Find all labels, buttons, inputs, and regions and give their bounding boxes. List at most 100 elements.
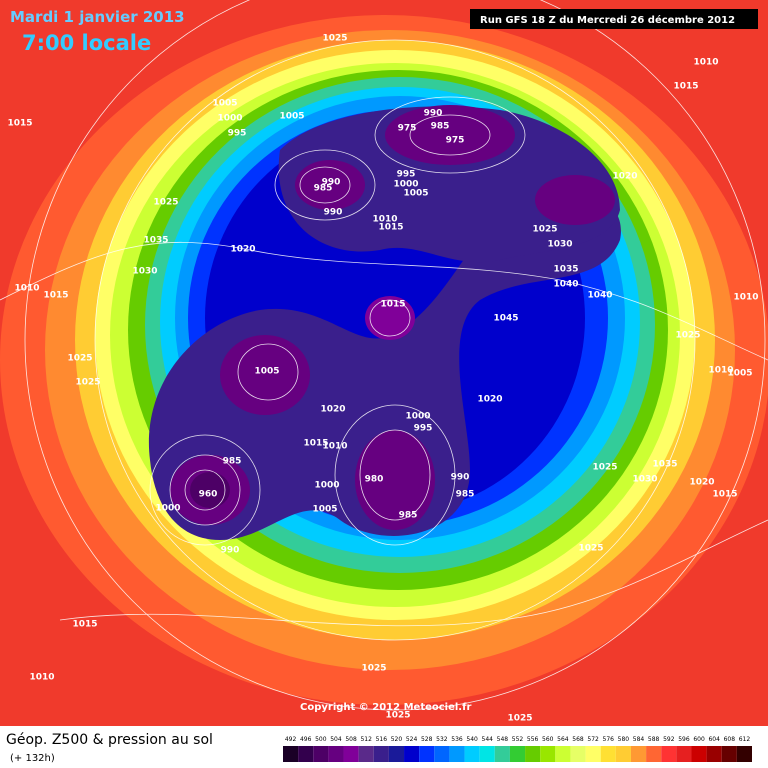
isobar-label: 1040 [553,280,578,290]
scale-label: 528 [421,736,433,743]
isobar-label: 985 [431,122,450,132]
footer-lead: (+ 132h) [10,753,55,764]
scale-swatch [555,746,571,762]
isobar-label: 1015 [712,490,737,500]
isobar-label: 1015 [7,119,32,129]
scale-swatch [388,746,405,762]
isobar-label: 990 [322,178,341,188]
scale-label: 580 [618,736,630,743]
scale-label: 564 [557,736,569,743]
scale-label: 496 [300,736,312,743]
scale-swatch [615,746,631,762]
isobar-label: 1005 [312,505,337,515]
isobar-label: 990 [221,546,240,556]
scale-swatch [706,746,722,762]
run-box [470,9,758,29]
scale-label: 600 [693,736,705,743]
isobar-label: 980 [365,475,384,485]
isobar-labels: 1025 1010 1015 1015 1005 1000 995 1005 990 975 985… [7,34,758,724]
isobar-label: 1040 [587,291,612,301]
isobar-label: 1015 [673,82,698,92]
isobar-label: 990 [324,208,343,218]
isobar-label: 1000 [217,114,242,124]
isobar-label: 1010 [29,673,54,683]
isobar-label: 1020 [689,478,714,488]
scale-swatch [373,746,389,762]
isobar-label: 960 [199,490,218,500]
copyright: Copyright © 2012 Meteociel.fr [300,702,471,713]
isobar-label: 1005 [254,367,279,377]
isobar-label: 985 [314,184,333,194]
isobar-label: 1015 [72,620,97,630]
scale-label: 548 [497,736,509,743]
scale-swatch [509,746,526,762]
scale-label: 520 [391,736,403,743]
isobar-label: 1025 [385,711,410,721]
isobar-label: 995 [414,424,433,434]
isobar-label: 1015 [303,439,328,449]
isobar-label: 995 [228,129,247,139]
isobar-label: 1000 [155,504,180,514]
isobar-label: 1015 [43,291,68,301]
scale-label: 596 [678,736,690,743]
isobar-label: 975 [446,136,465,146]
scale-label: 500 [315,736,327,743]
scale-label: 588 [648,736,660,743]
isobar-label: 1025 [361,664,386,674]
scale-label: 516 [376,736,388,743]
isobar-label: 1020 [612,172,637,182]
isobar-label: 1015 [380,300,405,310]
scale-swatch [343,746,359,762]
isobar-label: 1005 [279,112,304,122]
scale-label: 604 [708,736,720,743]
isobar-label: 1030 [132,267,157,277]
isobar-label: 1025 [153,198,178,208]
scale-swatch [661,746,677,762]
isobar-label: 1035 [143,236,168,246]
scale-label: 552 [512,736,524,743]
scale-label: 612 [739,736,751,743]
isobar-label: 1025 [578,544,603,554]
scale-swatch [313,746,329,762]
isobar-label: 975 [398,124,417,134]
scale-swatch [646,746,662,762]
scale-label: 568 [572,736,584,743]
isobar-label: 1005 [727,369,752,379]
scale-label: 524 [406,736,418,743]
isobar-label: 1015 [378,223,403,233]
isobar-label: 1030 [632,475,657,485]
scale-swatch [630,746,647,762]
scale-swatch [434,746,450,762]
scale-label: 532 [436,736,448,743]
isobar-label: 1045 [493,314,518,324]
scale-swatch [328,746,344,762]
isobar-label: 1025 [322,34,347,44]
isobar-label: 1020 [230,245,255,255]
scale-label: 508 [345,736,357,743]
isobar-label: 1010 [14,284,39,294]
scale-swatch [600,746,616,762]
isobar-label: 985 [223,457,242,467]
scale-label: 540 [466,736,478,743]
scale-swatch [283,746,299,762]
scale-label: 544 [482,736,494,743]
scale-label: 512 [360,736,372,743]
isobar-label: 1025 [507,714,532,724]
isobar-label: 1035 [652,460,677,470]
scale-label: 536 [451,736,463,743]
scale-swatch [540,746,556,762]
scale-swatch [449,746,465,762]
scale-swatch [736,746,752,762]
scale-swatch [479,746,495,762]
scale-label: 560 [542,736,554,743]
scale-swatch [691,746,707,762]
scale-label: 492 [285,736,297,743]
isobar-label: 990 [424,109,443,119]
isobar-label: 1025 [592,463,617,473]
scale-swatch [585,746,601,762]
isobar-label: 985 [399,511,418,521]
color-scale: 492 496 500 504 508 512 516 520 524 528 532 536 540 5… [283,736,752,762]
scale-swatch [358,746,374,762]
isobar-label: 1025 [532,225,557,235]
